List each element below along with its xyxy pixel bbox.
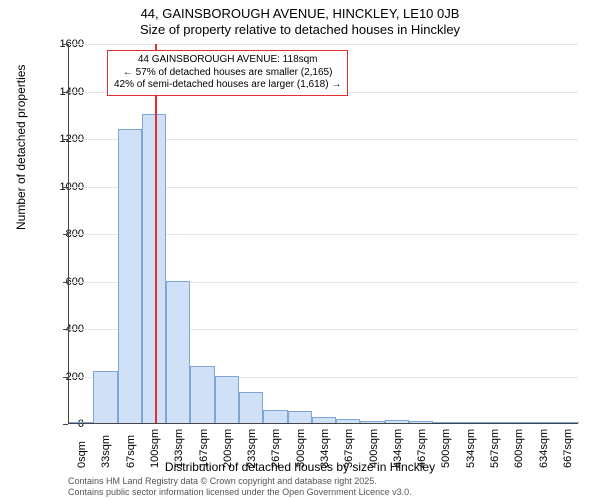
- annotation-line3: 42% of semi-detached houses are larger (…: [114, 79, 341, 92]
- histogram-bar: [312, 417, 336, 423]
- histogram-bar: [118, 129, 142, 424]
- histogram-bar: [288, 411, 312, 423]
- histogram-bar: [433, 422, 457, 423]
- y-tick-mark: [63, 424, 68, 425]
- histogram-bar: [215, 376, 239, 424]
- histogram-bar: [360, 421, 384, 423]
- histogram-bar: [336, 419, 360, 423]
- histogram-bar: [142, 114, 166, 423]
- histogram-bar: [506, 422, 530, 423]
- chart-container: 44, GAINSBOROUGH AVENUE, HINCKLEY, LE10 …: [0, 0, 600, 500]
- footer-attribution: Contains HM Land Registry data © Crown c…: [68, 476, 412, 498]
- histogram-bar: [555, 422, 579, 423]
- plot-area: 44 GAINSBOROUGH AVENUE: 118sqm ← 57% of …: [68, 44, 578, 424]
- chart-title-line1: 44, GAINSBOROUGH AVENUE, HINCKLEY, LE10 …: [0, 6, 600, 21]
- histogram-bar: [482, 422, 506, 423]
- histogram-bar: [166, 281, 190, 424]
- footer-line1: Contains HM Land Registry data © Crown c…: [68, 476, 412, 487]
- chart-title-line2: Size of property relative to detached ho…: [0, 22, 600, 37]
- histogram-bar: [239, 392, 263, 423]
- histogram-bar: [190, 366, 214, 423]
- reference-marker-line: [155, 44, 157, 423]
- x-axis-label: Distribution of detached houses by size …: [0, 460, 600, 474]
- histogram-bar: [263, 410, 287, 423]
- grid-line: [69, 44, 578, 45]
- histogram-bar: [409, 421, 433, 423]
- histogram-bar: [69, 422, 93, 423]
- y-axis-label: Number of detached properties: [14, 65, 28, 230]
- footer-line2: Contains public sector information licen…: [68, 487, 412, 498]
- histogram-bar: [530, 422, 554, 423]
- annotation-line1: 44 GAINSBOROUGH AVENUE: 118sqm: [114, 54, 341, 67]
- histogram-bar: [93, 371, 117, 423]
- histogram-bar: [385, 420, 409, 423]
- histogram-bar: [458, 422, 482, 423]
- annotation-box: 44 GAINSBOROUGH AVENUE: 118sqm ← 57% of …: [107, 50, 348, 96]
- annotation-line2: ← 57% of detached houses are smaller (2,…: [114, 67, 341, 80]
